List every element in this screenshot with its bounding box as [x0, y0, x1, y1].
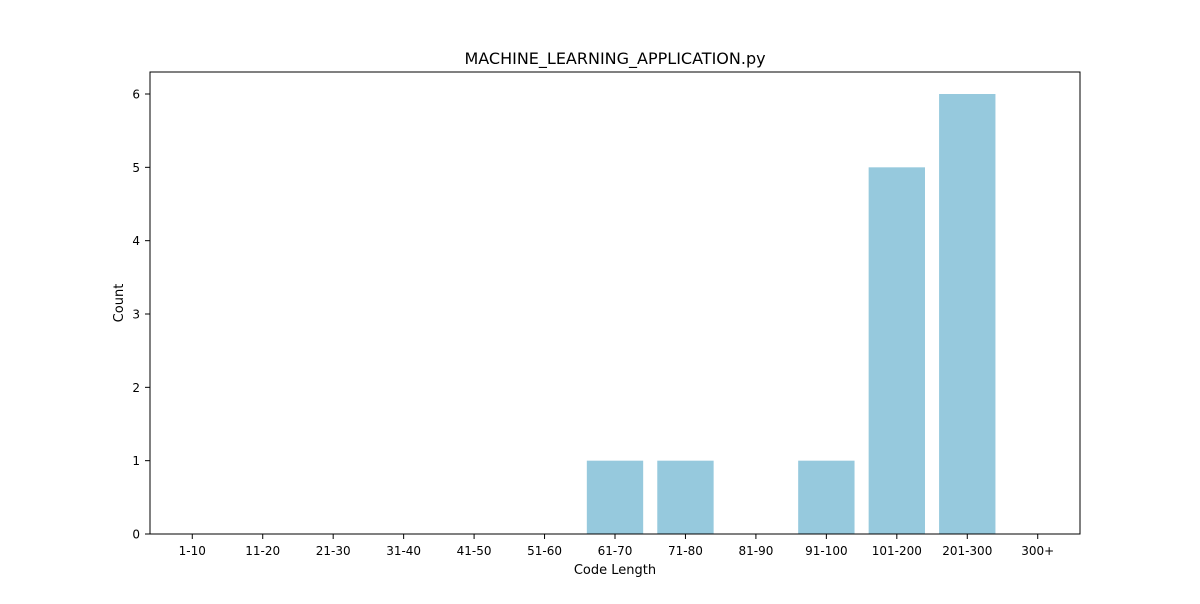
x-axis: 1-10 11-20 21-30 31-40 41-50 51-60 61-70 71-80 8… [179, 534, 1054, 558]
y-tick-label: 3 [132, 308, 140, 322]
bar-201-300 [939, 94, 996, 534]
x-tick-label: 31-40 [386, 544, 421, 558]
bar-91-100 [798, 460, 855, 534]
y-axis-label: Count [112, 284, 127, 323]
x-axis-label: Code Length [574, 563, 656, 578]
x-tick-label: 41-50 [457, 544, 492, 558]
chart-title: MACHINE_LEARNING_APPLICATION.py [464, 49, 765, 69]
y-tick-label: 0 [132, 528, 140, 542]
y-axis: 0 1 2 3 4 5 6 [132, 88, 150, 542]
y-tick-label: 1 [132, 454, 140, 468]
x-tick-label: 71-80 [668, 544, 703, 558]
x-tick-label: 91-100 [805, 544, 848, 558]
x-tick-label: 51-60 [527, 544, 562, 558]
y-tick-label: 2 [132, 381, 140, 395]
x-tick-label: 101-200 [872, 544, 922, 558]
x-tick-label: 201-300 [942, 544, 992, 558]
y-tick-label: 4 [132, 234, 140, 248]
x-tick-label: 81-90 [738, 544, 773, 558]
bar-61-70 [586, 460, 644, 534]
bar-101-200 [868, 167, 925, 534]
x-tick-label: 11-20 [245, 544, 280, 558]
y-tick-label: 6 [132, 88, 140, 102]
x-tick-label: 1-10 [179, 544, 206, 558]
bars-layer [586, 94, 996, 534]
bar-71-80 [657, 460, 714, 534]
x-tick-label: 300+ [1021, 544, 1054, 558]
x-tick-label: 61-70 [598, 544, 633, 558]
x-tick-label: 21-30 [316, 544, 351, 558]
y-tick-label: 5 [132, 161, 140, 175]
